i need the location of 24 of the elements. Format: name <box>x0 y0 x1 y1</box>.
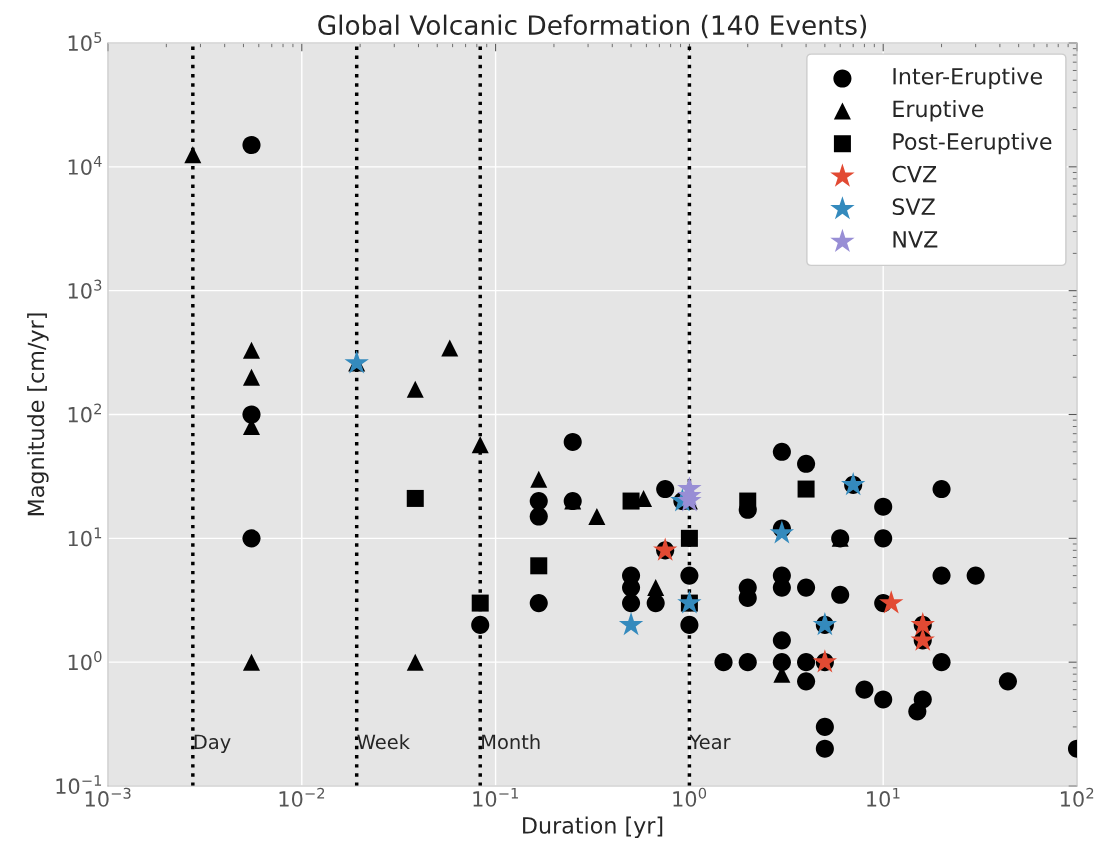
ref-line-label: Month <box>482 734 540 750</box>
legend-label: NVZ <box>893 231 938 248</box>
legend-label: SVZ <box>892 198 935 216</box>
x-tick-label: 10$^{0}$ <box>673 787 707 807</box>
ref-line-label: Day <box>194 734 231 754</box>
y-axis-title: Magnitude [cm/yr] <box>27 313 49 516</box>
y-tick-label: 10$^{1}$ <box>68 527 102 547</box>
x-axis-title: Duration [yr] <box>523 816 663 839</box>
x-tick-label: 10$^{1}$ <box>867 787 900 807</box>
y-tick-label: 10$^{3}$ <box>68 279 102 299</box>
legend-label: CVZ <box>892 165 937 183</box>
ref-line-label: Year <box>689 734 731 750</box>
x-tick-label: 10$^{2}$ <box>1060 787 1094 807</box>
legend-label: Inter-Eruptive <box>893 67 1042 89</box>
y-tick-label: 10$^{5}$ <box>68 32 102 52</box>
x-tick-label: 10$^{−1}$ <box>473 787 518 807</box>
y-tick-label: 10$^{2}$ <box>68 403 101 423</box>
y-tick-label: 10$^{4}$ <box>68 156 102 175</box>
y-tick-label: 10$^{0}$ <box>68 651 102 671</box>
ref-line-label: Week <box>357 734 410 750</box>
legend-label: Eruptive <box>893 100 984 122</box>
x-tick-label: 10$^{−2}$ <box>279 787 325 807</box>
chart-title: Global Volcanic Deformation (140 Events) <box>318 14 867 39</box>
legend-label: Post-Eeruptive <box>893 132 1052 155</box>
